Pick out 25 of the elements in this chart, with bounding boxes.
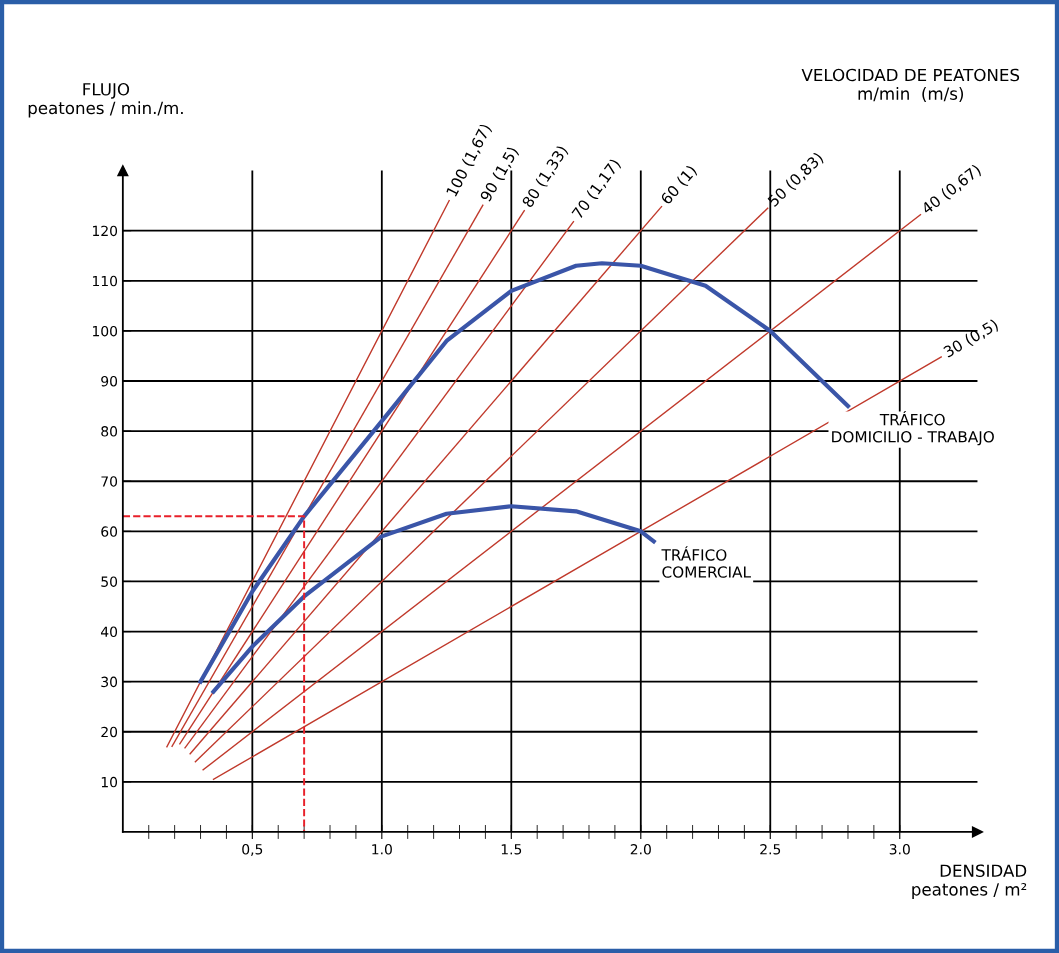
y-tick-label: 50 xyxy=(101,576,118,587)
y-tick-label: 110 xyxy=(93,275,118,287)
text: 60 (1) xyxy=(659,164,699,207)
x-tick-label: 0,5 xyxy=(242,844,263,856)
x-axis-title: DENSIDAD peatones / m² xyxy=(912,864,1027,899)
y-tick-label: 70 xyxy=(101,476,118,487)
x-tick-label: 1.0 xyxy=(372,844,392,855)
y-tick-label: 20 xyxy=(101,726,118,738)
y-tick-label: 80 xyxy=(101,426,118,437)
line-series xyxy=(211,504,656,694)
y-tick-label: 30 xyxy=(101,676,118,688)
x-tick-label: 3.0 xyxy=(889,844,910,855)
series-label: TRÁFICO COMERCIAL xyxy=(661,546,751,578)
y-tick-label: 120 xyxy=(93,225,118,237)
x-tick-label: 2.0 xyxy=(630,844,651,855)
x-tick-label: 2.5 xyxy=(760,844,781,855)
y-tick-label: 60 xyxy=(101,526,118,537)
y-tick-label: 90 xyxy=(101,376,118,387)
y-axis-title: FLUJO peatones / min./m. xyxy=(28,82,183,118)
series-label: TRÁFICO DOMICILIO - TRABAJO xyxy=(832,411,994,446)
x-tick-label: 1.5 xyxy=(501,844,522,855)
y-tick-label: 100 xyxy=(93,325,118,337)
legend-title: VELOCIDAD DE PEATONES m/min (m/s) xyxy=(801,68,1020,102)
y-tick-label: 40 xyxy=(100,626,118,638)
y-tick-label: 10 xyxy=(101,776,118,788)
